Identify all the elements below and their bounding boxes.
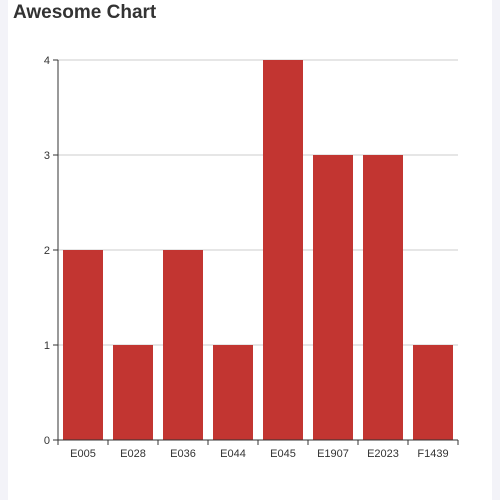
axes xyxy=(53,59,459,445)
x-tick-label: E2023 xyxy=(367,448,399,460)
bar-e044 xyxy=(213,345,253,440)
x-tick-label: E036 xyxy=(170,448,196,460)
bar-f1439 xyxy=(413,345,453,440)
x-tick-label: E005 xyxy=(70,448,96,460)
y-tick-label: 1 xyxy=(44,340,50,352)
bar-e045 xyxy=(263,60,303,440)
bar-e036 xyxy=(163,250,203,440)
bar-e2023 xyxy=(363,155,403,440)
bar-e028 xyxy=(113,345,153,440)
x-tick-label: E028 xyxy=(120,448,146,460)
y-tick-label: 4 xyxy=(44,55,50,67)
x-tick-label: E045 xyxy=(270,448,296,460)
bar-e005 xyxy=(63,250,103,440)
y-tick-label: 0 xyxy=(44,435,50,447)
tick-labels: 0 1 2 3 4 E005 E028 E036 E044 E045 E1907 E2023 F1439 xyxy=(44,55,449,460)
chart-title: Awesome Chart xyxy=(13,2,157,23)
x-tick-label: E044 xyxy=(220,448,246,460)
y-tick-label: 2 xyxy=(44,245,50,257)
bars xyxy=(63,60,453,440)
x-tick-label: F1439 xyxy=(417,448,448,460)
x-tick-label: E1907 xyxy=(317,448,349,460)
bar-e1907 xyxy=(313,155,353,440)
y-tick-label: 3 xyxy=(44,150,50,162)
